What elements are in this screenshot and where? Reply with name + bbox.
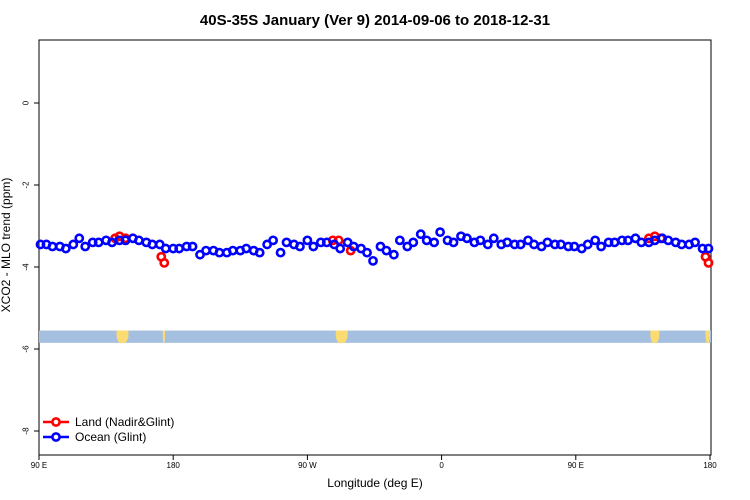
data-point (555, 239, 566, 250)
data-series (35, 227, 714, 268)
x-axis-label: Longitude (deg E) (327, 476, 422, 490)
data-point (214, 247, 225, 258)
chart-title: 40S-35S January (Ver 9) 2014-09-06 to 20… (200, 12, 550, 29)
data-point (147, 239, 158, 250)
data-point (281, 237, 292, 248)
data-point (515, 239, 526, 250)
y-tick-label: -6 (22, 345, 31, 353)
y-tick-label: -4 (22, 263, 31, 271)
data-point (295, 241, 305, 252)
data-point (381, 245, 392, 256)
data-point (68, 239, 79, 250)
data-point (408, 237, 419, 248)
data-point (335, 243, 346, 254)
legend-marker (51, 432, 61, 442)
data-point (241, 243, 252, 254)
data-point (435, 227, 446, 238)
data-point (636, 237, 647, 248)
data-point (623, 235, 633, 246)
data-point (590, 235, 601, 246)
data-point (275, 247, 286, 258)
data-point (159, 257, 170, 268)
legend-label: Land (Nadir&Glint) (75, 415, 174, 429)
x-tick-label: 180 (703, 461, 717, 470)
data-point (120, 235, 131, 246)
land-patch (650, 330, 660, 344)
data-point (569, 241, 580, 252)
data-point (663, 235, 674, 246)
data-point (429, 237, 440, 248)
data-point (60, 243, 71, 254)
data-point (201, 245, 211, 256)
x-tick-label: 90 E (31, 461, 47, 470)
data-point (308, 241, 319, 252)
data-point (388, 249, 399, 260)
y-axis-label: XCO2 - MLO trend (ppm) (0, 178, 13, 313)
data-point (93, 237, 104, 248)
data-point (174, 243, 185, 254)
data-point (254, 247, 265, 258)
data-point (462, 233, 472, 244)
data-point (703, 257, 714, 268)
data-point (368, 255, 378, 266)
x-tick-label: 90 W (298, 461, 317, 470)
data-point (596, 241, 607, 252)
data-point (302, 235, 313, 246)
data-point (134, 235, 144, 246)
data-point (321, 237, 332, 248)
legend: Land (Nadir&Glint)Ocean (Glint) (43, 415, 174, 444)
series-ocean (35, 227, 714, 266)
data-point (421, 235, 432, 246)
y-tick-label: -8 (22, 427, 31, 435)
land-patch (705, 330, 710, 344)
data-point (160, 243, 171, 254)
data-point (448, 237, 459, 248)
data-point (47, 241, 58, 252)
y-axis-ticks: 0 -2 -4 -6 -8 (22, 100, 39, 435)
data-point (107, 237, 117, 248)
data-point (475, 235, 486, 246)
ocean-band (39, 330, 711, 343)
legend-marker (51, 417, 61, 427)
x-tick-label: 180 (167, 461, 181, 470)
data-point (80, 241, 91, 252)
x-axis-ticks: 90 E 180 90 W 0 90 E 180 (31, 455, 717, 470)
data-point (676, 239, 687, 250)
data-point (690, 237, 700, 248)
x-tick-label: 0 (439, 461, 444, 470)
land-patch (116, 330, 129, 344)
land-patch (335, 330, 348, 344)
data-point (529, 239, 539, 250)
data-point (415, 229, 426, 240)
y-tick-label: 0 (22, 100, 31, 105)
data-point (348, 241, 359, 252)
y-tick-label: -2 (22, 181, 31, 189)
data-point (703, 243, 714, 254)
data-point (362, 247, 372, 258)
data-point (482, 239, 493, 250)
data-point (502, 237, 513, 248)
data-point (227, 245, 238, 256)
land-patch (162, 330, 165, 344)
plot-frame (38, 39, 712, 456)
data-point (542, 237, 553, 248)
data-point (187, 241, 198, 252)
data-point (268, 235, 279, 246)
data-point (582, 239, 593, 250)
land-ocean-band (39, 330, 711, 344)
legend-label: Ocean (Glint) (75, 430, 146, 444)
data-point (74, 233, 85, 244)
data-point (488, 233, 499, 244)
x-tick-label: 90 E (568, 461, 584, 470)
data-point (394, 235, 405, 246)
data-point (609, 237, 620, 248)
